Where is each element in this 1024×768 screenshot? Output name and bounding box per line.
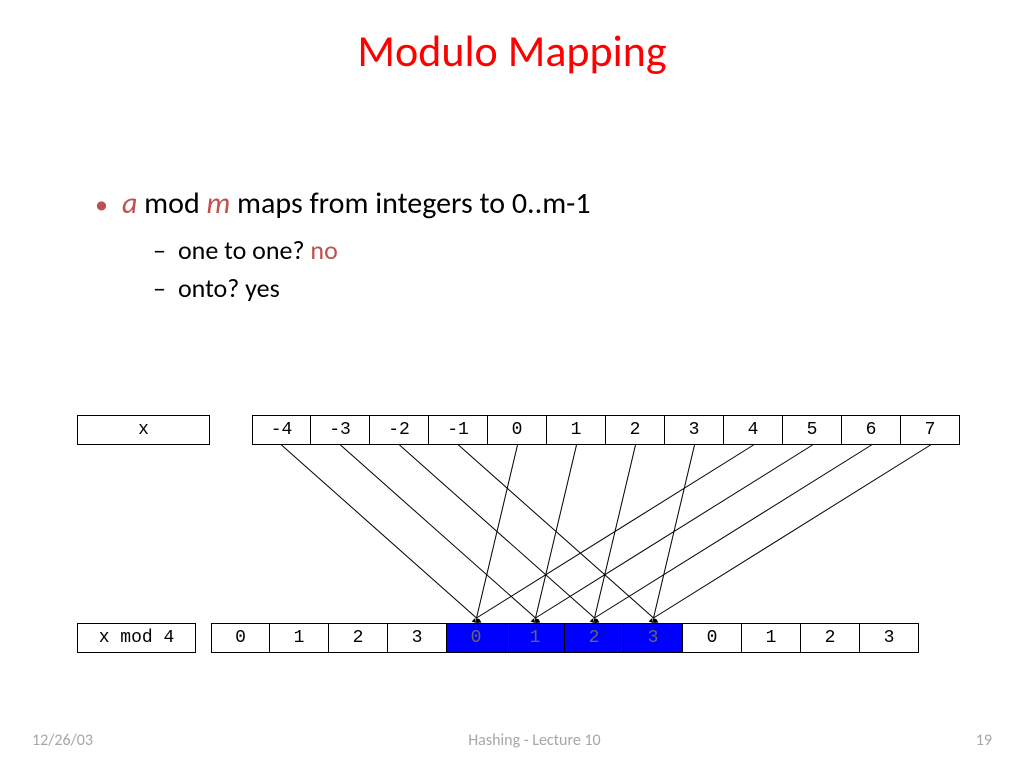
xmod4-cell: 0: [211, 623, 270, 653]
footer-center: Hashing - Lecture 10: [468, 731, 600, 750]
xmod4-cell: 1: [270, 623, 329, 653]
footer-page: 19: [976, 731, 992, 750]
mod-text: mod: [137, 185, 206, 222]
slide-footer: 12/26/03 Hashing - Lecture 10 19: [0, 731, 1024, 750]
xmod4-row: 012301230123: [211, 623, 919, 653]
x-cell: 3: [665, 415, 724, 445]
bullet-icon: •: [95, 191, 108, 217]
xmod4-cell: 0: [447, 623, 506, 653]
sub-bullet-1: – one to one? no: [153, 234, 964, 266]
dash-icon: –: [153, 234, 166, 266]
xmod4-cell: 2: [565, 623, 624, 653]
rest-text: maps from integers to 0..m-1: [230, 185, 590, 222]
title-text: Modulo Mapping: [357, 24, 666, 78]
xmod4-cell: 3: [388, 623, 447, 653]
x-cell: -3: [311, 415, 370, 445]
x-cell: -4: [252, 415, 311, 445]
x-label: x: [77, 415, 210, 445]
var-m: m: [207, 185, 231, 222]
sub1-text: one to one? no: [178, 234, 338, 266]
x-cell: 4: [724, 415, 783, 445]
xmod4-cell: 0: [683, 623, 742, 653]
content-area: • a mod m maps from integers to 0..m-1 –…: [95, 185, 964, 310]
x-cell: 0: [488, 415, 547, 445]
x-cell: 1: [547, 415, 606, 445]
sub1-answer: no: [310, 234, 337, 266]
main-bullet: • a mod m maps from integers to 0..m-1: [95, 185, 964, 222]
xmod4-cell: 3: [860, 623, 919, 653]
x-cell: -2: [370, 415, 429, 445]
xmod4-cell: 2: [801, 623, 860, 653]
footer-date: 12/26/03: [32, 731, 93, 750]
xmod4-label: x mod 4: [77, 623, 196, 653]
x-row: -4-3-2-101234567: [252, 415, 960, 445]
sub1-prefix: one to one?: [178, 234, 310, 266]
var-a: a: [122, 185, 137, 222]
sub-bullets: – one to one? no – onto? yes: [153, 234, 964, 304]
x-cell: 6: [842, 415, 901, 445]
x-cell: 2: [606, 415, 665, 445]
xmod4-cell: 3: [624, 623, 683, 653]
xmod4-cell: 1: [506, 623, 565, 653]
sub2-text: onto? yes: [178, 272, 280, 304]
xmod4-cell: 2: [329, 623, 388, 653]
dash-icon: –: [153, 272, 166, 304]
slide-title: Modulo Mapping: [0, 0, 1024, 78]
bullet-text: a mod m maps from integers to 0..m-1: [122, 185, 591, 222]
sub-bullet-2: – onto? yes: [153, 272, 964, 304]
xmod4-cell: 1: [742, 623, 801, 653]
x-cell: 5: [783, 415, 842, 445]
x-cell: -1: [429, 415, 488, 445]
x-cell: 7: [901, 415, 960, 445]
